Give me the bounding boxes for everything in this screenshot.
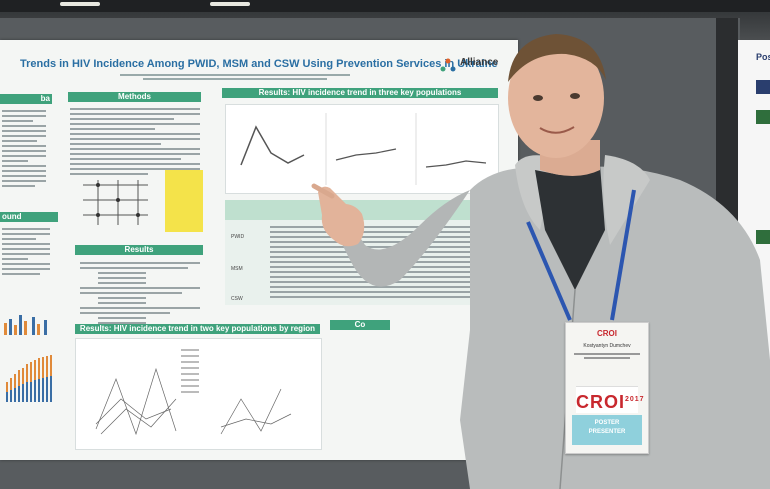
section-header-conclusions: Co: [330, 320, 390, 330]
region-line-charts: [95, 349, 292, 436]
highlight-box: [165, 170, 203, 232]
bar-chart-thumbnail: [4, 315, 47, 335]
section-header-results: Results: [75, 245, 203, 255]
badge-role-line1: POSTER: [594, 420, 620, 426]
pointing-hand: [318, 186, 365, 247]
badge-year: 2017: [625, 396, 645, 403]
face: [508, 38, 604, 158]
methods-text: [70, 108, 200, 178]
lanyard: [526, 221, 572, 321]
research-poster: Trends in HIV Incidence Among PWID, MSM …: [0, 40, 518, 460]
trend-line-charts: [240, 113, 487, 185]
ceiling-light: [210, 2, 250, 6]
text-block: [2, 228, 50, 278]
ceiling-light: [60, 2, 100, 6]
badge-role-line2: PRESENTER: [588, 429, 626, 435]
side-poster-block: [756, 230, 770, 244]
lanyard: [610, 189, 636, 321]
conference-badge: CROI Kostyantyn Dumchev CROI2017 POSTER …: [565, 322, 649, 454]
side-poster-title: Pos: [756, 52, 770, 62]
hair: [508, 34, 606, 82]
table-row-label: CSW: [231, 296, 243, 302]
badge-event-large: CROI2017: [576, 386, 644, 413]
alliance-logo-text: Alliance: [460, 57, 499, 68]
side-poster-block: [756, 110, 770, 124]
region-charts: [75, 338, 322, 450]
text-block: [2, 110, 46, 190]
badge-affiliation: [574, 353, 640, 363]
stacked-chart-thumbnail: [6, 355, 52, 402]
jacket-arm: [335, 190, 470, 287]
alliance-logo: Alliance: [440, 54, 510, 80]
section-header-trend-region: Results: HIV incidence trend in two key …: [75, 324, 320, 334]
section-header-background: ound: [0, 212, 58, 222]
badge-event-small: CROI: [597, 329, 617, 338]
alliance-logo-icon: [440, 58, 456, 72]
poster-title: Trends in HIV Incidence Among PWID, MSM …: [20, 58, 498, 70]
presenter-person: [311, 34, 770, 489]
table-row-label: MSM: [231, 266, 243, 272]
method-diagram: [83, 180, 148, 225]
ceiling: [0, 0, 770, 12]
side-poster-logo: [756, 80, 770, 94]
section-header-methods: Methods: [68, 92, 201, 102]
results-text: [80, 262, 200, 327]
trend-charts: [225, 104, 499, 194]
poster-authors: [120, 74, 350, 84]
badge-role: POSTER PRESENTER: [572, 415, 642, 445]
badge-name: Kostyantyn Dumchev: [583, 343, 631, 349]
shirt: [535, 165, 605, 290]
section-header-trend-three: Results: HIV incidence trend in three ke…: [222, 88, 498, 98]
table-header: [225, 200, 495, 220]
section-header-left: ba: [0, 94, 52, 104]
table-row-label: PWID: [231, 234, 245, 240]
